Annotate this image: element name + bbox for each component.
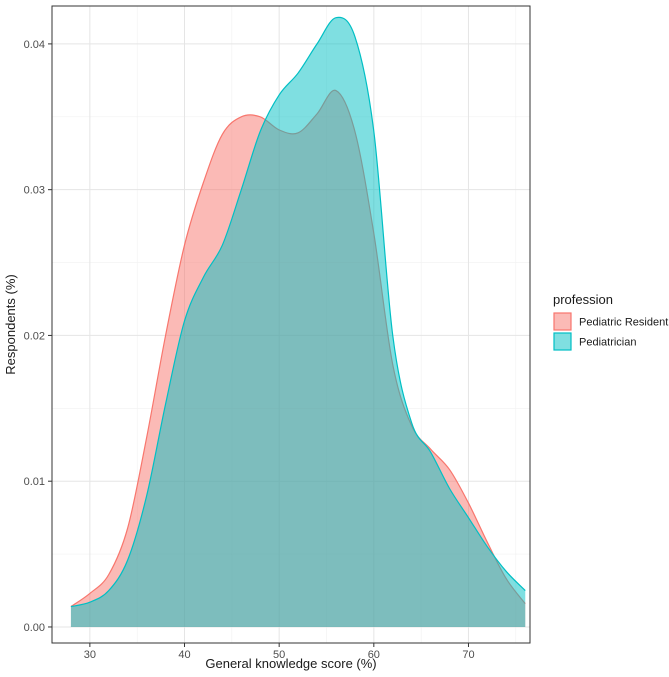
legend: profession Pediatric Resident Pediatricia… (553, 292, 668, 351)
density-outline-1 (70, 16, 526, 608)
legend-label-1: Pediatrician (579, 337, 636, 349)
plot-border (51, 5, 531, 644)
y-axis-ticks: 0.00 0.01 0.02 0.03 0.04 (24, 39, 52, 634)
x-axis-title: General knowledge score (%) (205, 656, 376, 671)
y-axis-title: Respondents (%) (3, 274, 18, 374)
legend-key-1 (553, 332, 572, 351)
x-tick-label: 60 (368, 649, 380, 661)
y-tick-label: 0.01 (24, 476, 45, 488)
y-tick-label: 0.02 (24, 330, 45, 342)
y-tick-label: 0.00 (24, 622, 45, 634)
legend-title: profession (553, 292, 613, 307)
x-tick-label: 50 (273, 649, 285, 661)
density-area-1 (70, 17, 526, 627)
x-tick-label: 30 (84, 649, 96, 661)
x-axis-ticks: 30 40 50 60 70 (84, 643, 475, 661)
legend-label-0: Pediatric Resident (579, 317, 668, 329)
density-areas (70, 16, 526, 627)
x-tick-label: 40 (178, 649, 190, 661)
legend-key-0 (553, 312, 572, 331)
y-tick-label: 0.03 (24, 185, 45, 197)
x-tick-label: 70 (462, 649, 474, 661)
y-tick-label: 0.04 (24, 39, 45, 51)
